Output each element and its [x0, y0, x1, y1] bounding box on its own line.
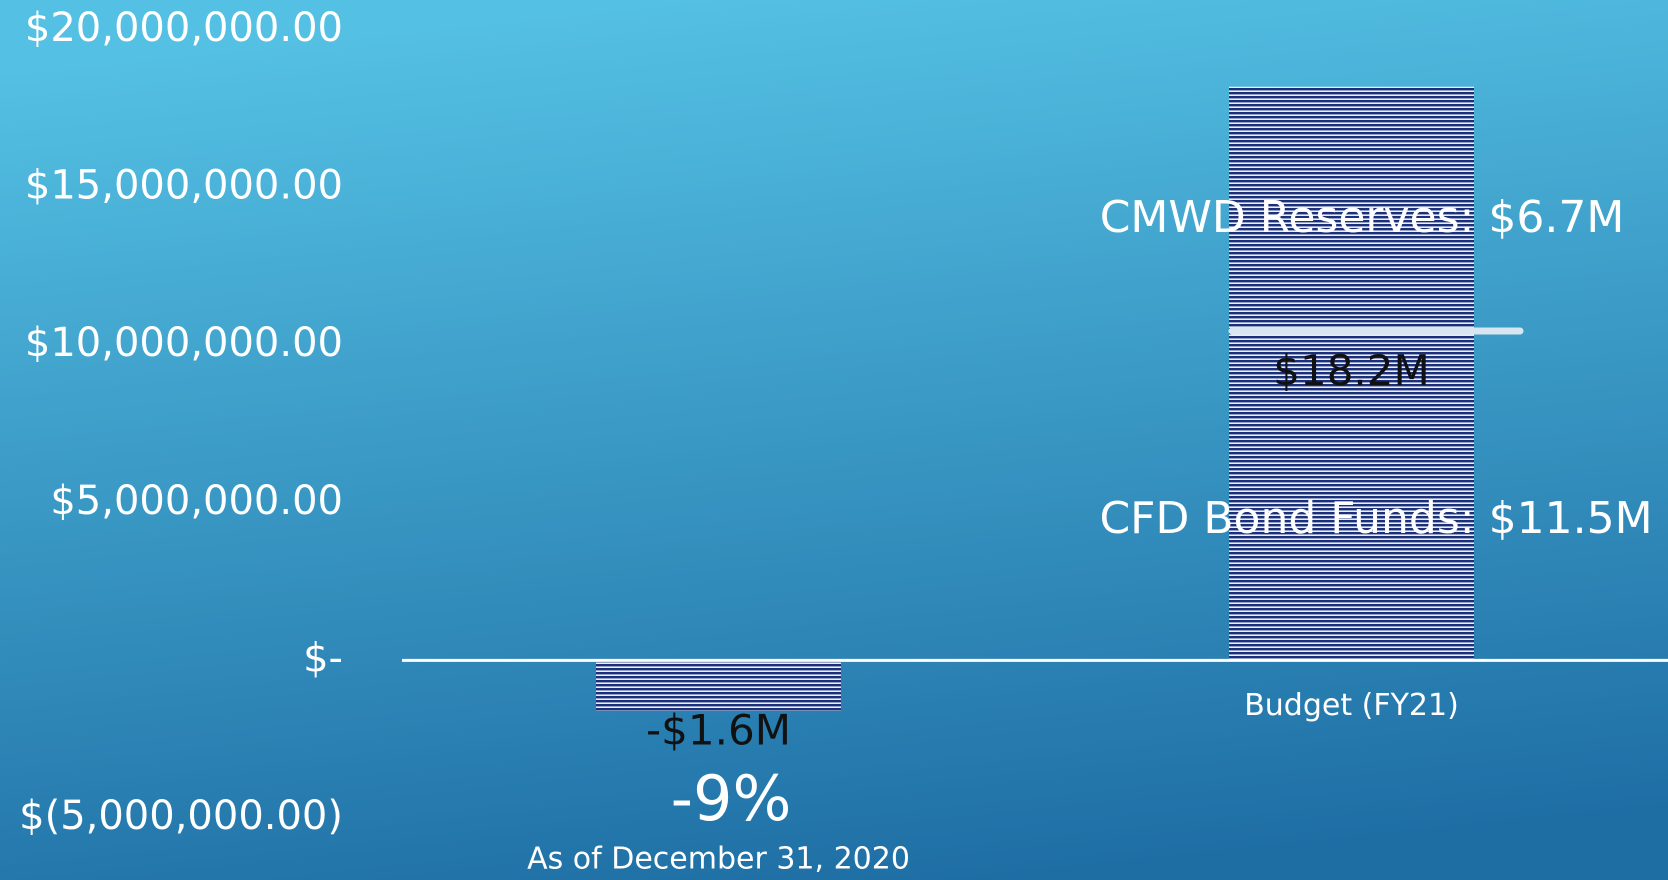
bar	[1229, 86, 1474, 661]
data-label: $18.2M	[1273, 346, 1429, 395]
annotation: CFD Bond Funds: $11.5M	[1099, 493, 1652, 544]
y-tick-label: $15,000,000.00	[25, 163, 343, 209]
x-tick-label: As of December 31, 2020	[527, 842, 910, 877]
y-tick-label: $10,000,000.00	[25, 320, 343, 366]
y-tick-label: $(5,000,000.00)	[19, 793, 343, 839]
data-label: -$1.6M	[646, 705, 791, 754]
annotation: -9%	[671, 762, 792, 835]
annotation: CMWD Reserves: $6.7M	[1100, 192, 1625, 243]
x-tick-label: Budget (FY21)	[1244, 688, 1459, 723]
bar	[596, 660, 841, 711]
y-tick-label: $-	[303, 635, 343, 681]
y-tick-label: $20,000,000.00	[25, 5, 343, 51]
y-tick-label: $5,000,000.00	[50, 478, 343, 524]
plot-area: $(5,000,000.00) $- $5,000,000.00 $10,000,00…	[19, 5, 1668, 877]
